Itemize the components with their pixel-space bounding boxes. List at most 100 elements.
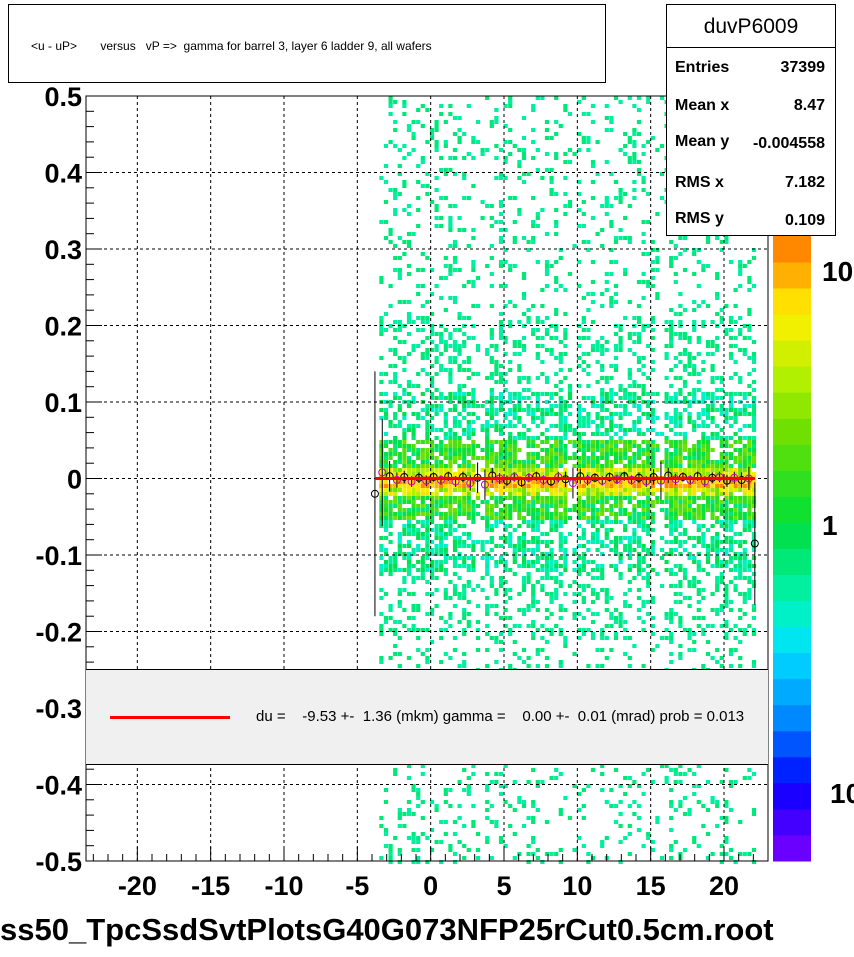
- heatmap-cell: [627, 96, 632, 100]
- heatmap-cell: [549, 592, 554, 596]
- heatmap-cell: [434, 548, 439, 552]
- heatmap-cell: [411, 516, 416, 520]
- heatmap-cell: [696, 588, 701, 592]
- heatmap-cell: [485, 564, 490, 568]
- heatmap-cell: [646, 464, 651, 468]
- heatmap-cell: [448, 788, 453, 792]
- heatmap-cell: [521, 272, 527, 276]
- heatmap-cell: [526, 440, 531, 444]
- heatmap-cell: [650, 552, 655, 556]
- heatmap-cell: [692, 632, 697, 636]
- heatmap-cell: [393, 488, 398, 492]
- heatmap-cell: [425, 420, 430, 424]
- heatmap-cell: [581, 464, 586, 468]
- heatmap-cell: [512, 856, 517, 860]
- heatmap-cell: [402, 436, 407, 440]
- heatmap-cell: [641, 188, 646, 192]
- heatmap-cell: [590, 536, 596, 540]
- heatmap-cell: [577, 496, 582, 500]
- heatmap-cell: [696, 448, 701, 452]
- heatmap-cell: [498, 544, 504, 548]
- heatmap-cell: [627, 536, 632, 540]
- heatmap-cell: [600, 416, 605, 420]
- heatmap-cell: [577, 224, 582, 228]
- heatmap-cell: [590, 488, 596, 492]
- heatmap-cell: [650, 412, 655, 416]
- heatmap-cell: [705, 780, 711, 784]
- heatmap-cell: [728, 496, 734, 500]
- heatmap-cell: [443, 496, 448, 500]
- heatmap-cell: [425, 436, 430, 440]
- heatmap-cell: [466, 244, 471, 248]
- heatmap-cell: [669, 540, 674, 544]
- heatmap-cell: [669, 256, 674, 260]
- heatmap-cell: [673, 536, 678, 540]
- heatmap-cell: [742, 436, 747, 440]
- heatmap-cell: [742, 336, 747, 340]
- heatmap-cell: [439, 544, 444, 548]
- heatmap-cell: [738, 480, 743, 484]
- heatmap-cell: [531, 108, 536, 112]
- heatmap-cell: [508, 96, 513, 100]
- heatmap-cell: [397, 604, 402, 608]
- heatmap-cell: [705, 344, 711, 348]
- heatmap-cell: [715, 608, 720, 612]
- heatmap-cell: [623, 216, 628, 220]
- heatmap-cell: [443, 328, 448, 332]
- heatmap-cell: [586, 308, 591, 312]
- heatmap-cell: [558, 504, 563, 508]
- heatmap-cell: [682, 248, 688, 252]
- heatmap-cell: [443, 512, 448, 516]
- heatmap-cell: [577, 488, 582, 492]
- heatmap-cell: [425, 352, 430, 356]
- heatmap-cell: [600, 352, 605, 356]
- heatmap-cell: [627, 240, 632, 244]
- heatmap-cell: [613, 548, 619, 552]
- heatmap-cell: [701, 536, 706, 540]
- heatmap-cell: [388, 464, 393, 468]
- heatmap-cell: [623, 452, 628, 456]
- heatmap-cell: [715, 296, 720, 300]
- heatmap-cell: [517, 176, 522, 180]
- heatmap-cell: [669, 444, 674, 448]
- heatmap-cell: [567, 424, 573, 428]
- heatmap-cell: [402, 144, 407, 148]
- heatmap-cell: [558, 520, 563, 524]
- heatmap-cell: [498, 836, 504, 840]
- heatmap-cell: [388, 500, 393, 504]
- heatmap-cell: [526, 320, 531, 324]
- heatmap-cell: [457, 420, 462, 424]
- heatmap-cell: [636, 596, 642, 600]
- heatmap-cell: [498, 464, 504, 468]
- heatmap-cell: [402, 488, 407, 492]
- heatmap-cell: [393, 772, 398, 776]
- heatmap-cell: [443, 168, 448, 172]
- heatmap-cell: [669, 504, 674, 508]
- heatmap-cell: [416, 284, 421, 288]
- heatmap-cell: [581, 416, 586, 420]
- heatmap-cell: [508, 588, 513, 592]
- heatmap-cell: [669, 416, 674, 420]
- heatmap-cell: [420, 104, 425, 108]
- heatmap-cell: [609, 172, 614, 176]
- heatmap-cell: [724, 440, 729, 444]
- heatmap-cell: [604, 340, 609, 344]
- heatmap-cell: [742, 564, 747, 568]
- heatmap-cell: [379, 568, 384, 572]
- profile-point: [605, 472, 614, 481]
- x-tick-label: -10: [264, 871, 303, 901]
- heatmap-cell: [747, 324, 752, 328]
- heatmap-cell: [503, 588, 508, 592]
- heatmap-cell: [604, 800, 609, 804]
- heatmap-cell: [751, 380, 757, 384]
- heatmap-cell: [512, 496, 517, 500]
- heatmap-cell: [452, 356, 458, 360]
- heatmap-cell: [494, 144, 499, 148]
- heatmap-cell: [724, 596, 729, 600]
- heatmap-cell: [705, 560, 711, 564]
- heatmap-cell: [724, 816, 729, 820]
- heatmap-cell: [503, 496, 508, 500]
- heatmap-cell: [462, 156, 467, 160]
- heatmap-cell: [738, 484, 743, 488]
- heatmap-cell: [595, 540, 600, 544]
